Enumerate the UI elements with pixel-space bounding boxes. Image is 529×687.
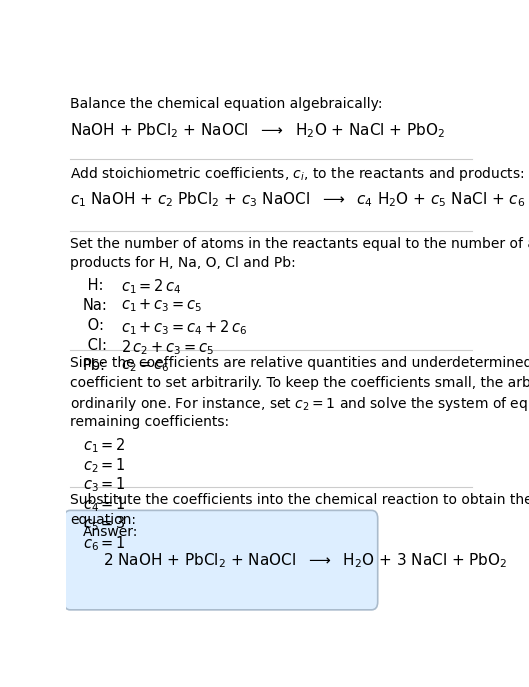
Text: 2 NaOH + PbCl$_2$ + NaOCl  $\longrightarrow$  H$_2$O + 3 NaCl + PbO$_2$: 2 NaOH + PbCl$_2$ + NaOCl $\longrightarr… [103,551,507,570]
Text: $c_1 = 2\,c_4$: $c_1 = 2\,c_4$ [122,278,182,296]
Text: $c_1$ NaOH + $c_2$ PbCl$_2$ + $c_3$ NaOCl  $\longrightarrow$  $c_4$ H$_2$O + $c_: $c_1$ NaOH + $c_2$ PbCl$_2$ + $c_3$ NaOC… [70,190,529,209]
Text: $c_1 + c_3 = c_5$: $c_1 + c_3 = c_5$ [122,297,203,315]
Text: $c_3 = 1$: $c_3 = 1$ [83,475,125,494]
Text: Set the number of atoms in the reactants equal to the number of atoms in the: Set the number of atoms in the reactants… [70,237,529,251]
Text: $c_1 + c_3 = c_4 + 2\,c_6$: $c_1 + c_3 = c_4 + 2\,c_6$ [122,318,248,337]
Text: $c_1 = 2$: $c_1 = 2$ [83,436,125,455]
Text: $c_2 = 1$: $c_2 = 1$ [83,456,125,475]
Text: Balance the chemical equation algebraically:: Balance the chemical equation algebraica… [70,98,382,111]
Text: Substitute the coefficients into the chemical reaction to obtain the balanced: Substitute the coefficients into the che… [70,493,529,508]
Text: H:: H: [83,278,103,293]
Text: NaOH + PbCl$_2$ + NaOCl  $\longrightarrow$  H$_2$O + NaCl + PbO$_2$: NaOH + PbCl$_2$ + NaOCl $\longrightarrow… [70,122,445,140]
Text: Na:: Na: [83,297,107,313]
FancyBboxPatch shape [64,510,378,610]
Text: $2\,c_2 + c_3 = c_5$: $2\,c_2 + c_3 = c_5$ [122,338,215,357]
Text: equation:: equation: [70,513,136,527]
Text: $c_4 = 1$: $c_4 = 1$ [83,495,125,514]
Text: $c_6 = 1$: $c_6 = 1$ [83,534,125,553]
Text: ordinarily one. For instance, set $c_2 = 1$ and solve the system of equations fo: ordinarily one. For instance, set $c_2 =… [70,395,529,413]
Text: $c_5 = 3$: $c_5 = 3$ [83,515,125,533]
Text: remaining coefficients:: remaining coefficients: [70,415,230,429]
Text: Pb:: Pb: [83,358,105,373]
Text: Add stoichiometric coefficients, $c_i$, to the reactants and products:: Add stoichiometric coefficients, $c_i$, … [70,166,525,183]
Text: Cl:: Cl: [83,338,106,353]
Text: $c_2 = c_6$: $c_2 = c_6$ [122,358,170,374]
Text: coefficient to set arbitrarily. To keep the coefficients small, the arbitrary va: coefficient to set arbitrarily. To keep … [70,376,529,390]
Text: products for H, Na, O, Cl and Pb:: products for H, Na, O, Cl and Pb: [70,256,296,271]
Text: Since the coefficients are relative quantities and underdetermined, choose a: Since the coefficients are relative quan… [70,356,529,370]
Text: Answer:: Answer: [83,525,138,539]
Text: O:: O: [83,318,104,333]
